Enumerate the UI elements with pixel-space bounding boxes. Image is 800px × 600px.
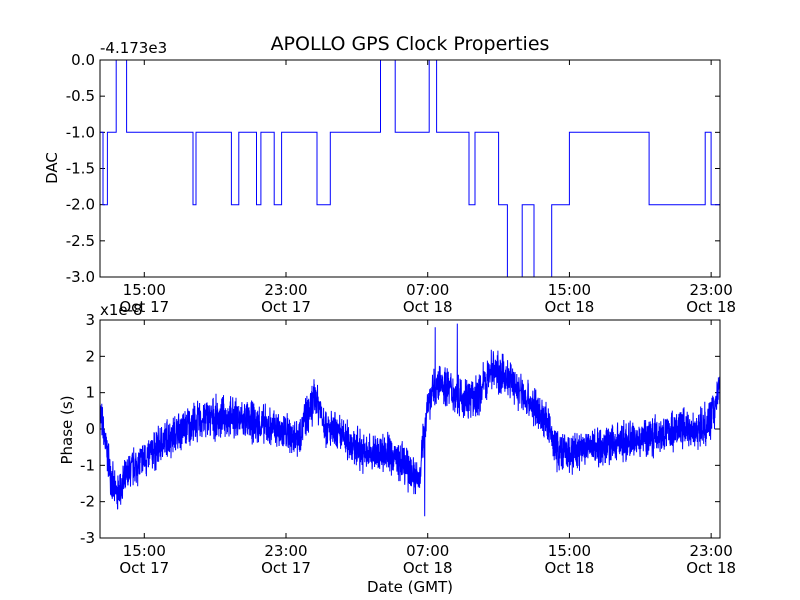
x-tick-date-label: Oct 18 [545, 559, 595, 577]
y-tick-label: -1 [80, 456, 95, 474]
x-tick-time-label: 23:00 [690, 542, 733, 560]
y-tick-label: -2 [80, 493, 95, 511]
top-plot-frame [99, 59, 721, 278]
x-tick-date-label: Oct 18 [686, 559, 736, 577]
x-tick-time-label: 07:00 [406, 542, 449, 560]
phase-series-line [99, 323, 721, 517]
dac-series-line [100, 59, 720, 278]
x-tick-date-label: Oct 17 [119, 559, 169, 577]
bottom-y-axis-label: Phase (s) [58, 395, 76, 464]
x-tick-date-label: Oct 18 [403, 559, 453, 577]
x-tick-date-label: Oct 18 [545, 298, 595, 316]
y-tick-label: -0.5 [66, 87, 95, 105]
y-tick-label: 0.0 [71, 51, 95, 69]
x-tick-date-label: Oct 18 [403, 298, 453, 316]
y-tick-label: -3.0 [66, 268, 95, 286]
y-tick-label: 2 [85, 347, 95, 365]
x-tick-date-label: Oct 17 [119, 298, 169, 316]
y-tick-label: 3 [85, 311, 95, 329]
x-tick-time-label: 15:00 [548, 542, 591, 560]
bottom-plot-frame [99, 319, 721, 539]
x-tick-time-label: 15:00 [123, 281, 166, 299]
x-tick-time-label: 07:00 [406, 281, 449, 299]
x-tick-time-label: 15:00 [548, 281, 591, 299]
x-tick-time-label: 15:00 [123, 542, 166, 560]
y-tick-label: -1.5 [66, 160, 95, 178]
x-tick-date-label: Oct 17 [261, 298, 311, 316]
y-tick-label: -3 [80, 529, 95, 547]
x-tick-date-label: Oct 18 [686, 298, 736, 316]
y-tick-label: 0 [85, 420, 95, 438]
x-tick-date-label: Oct 17 [261, 559, 311, 577]
x-tick-time-label: 23:00 [690, 281, 733, 299]
y-tick-label: -1.0 [66, 123, 95, 141]
bottom-x-axis-label: Date (GMT) [367, 578, 453, 596]
y-tick-label: -2.5 [66, 232, 95, 250]
x-tick-time-label: 23:00 [264, 281, 307, 299]
x-tick-time-label: 23:00 [264, 542, 307, 560]
bottom-offset-label: x1e-8 [100, 301, 143, 319]
y-tick-label: 1 [85, 384, 95, 402]
y-tick-label: -2.0 [66, 196, 95, 214]
chart-title: APOLLO GPS Clock Properties [271, 33, 550, 55]
top-offset-label: -4.173e3 [100, 39, 167, 57]
top-y-axis-label: DAC [43, 152, 61, 184]
